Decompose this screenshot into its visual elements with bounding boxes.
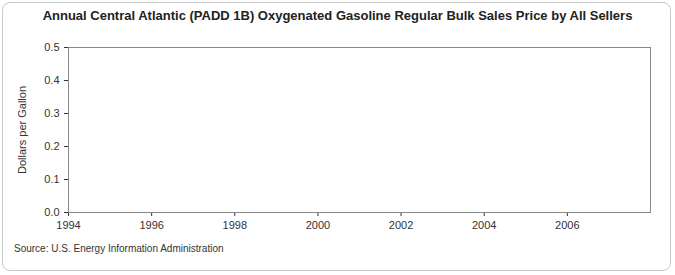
svg-text:0.2: 0.2: [44, 140, 59, 152]
svg-text:2002: 2002: [389, 219, 413, 231]
svg-text:0.4: 0.4: [44, 74, 59, 86]
svg-text:2004: 2004: [472, 219, 496, 231]
html-text:Annual Central Atlantic (PADD: Annual Central Atlantic (PADD 1B) Oxygen…: [42, 8, 633, 23]
svg-text:0.5: 0.5: [44, 41, 59, 53]
svg-text:1994: 1994: [56, 219, 80, 231]
svg-text:2006: 2006: [555, 219, 579, 231]
svg-text:1998: 1998: [223, 219, 247, 231]
svg-text:Dollars per Gallon: Dollars per Gallon: [16, 86, 28, 174]
svg-text:0.0: 0.0: [44, 206, 59, 218]
svg-text:1996: 1996: [139, 219, 163, 231]
svg-text:0.3: 0.3: [44, 107, 59, 119]
svg-text:2000: 2000: [306, 219, 330, 231]
html-text:Source: U.S. Energy Informatio: Source: U.S. Energy Information Administ…: [14, 243, 224, 254]
svg-text:0.1: 0.1: [44, 173, 59, 185]
